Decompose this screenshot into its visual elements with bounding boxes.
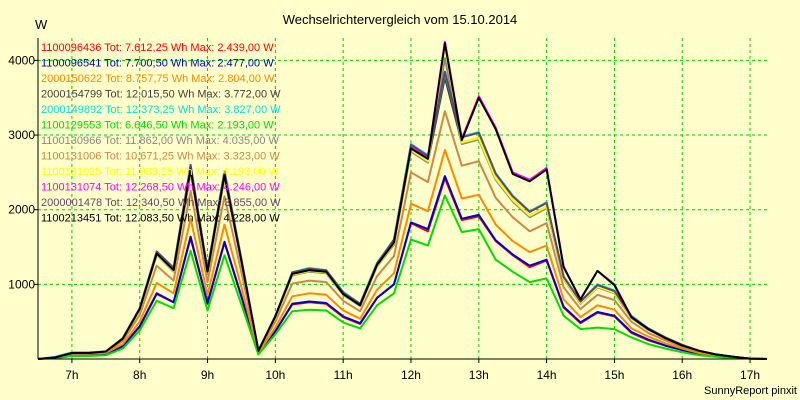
axes: [34, 38, 767, 363]
legend-entry-11: 1100213451 Tot: 12.083,50 Wh Max: 4.228,…: [41, 213, 280, 225]
x-tick-label: 8h: [133, 368, 146, 382]
legend-entry-5: 1100129553 Tot: 6.646,50 Wh Max: 2.193,0…: [41, 120, 274, 132]
credit-label: SunnyReport pinxit: [704, 385, 797, 397]
series-line-11: [37, 42, 768, 360]
x-tick-label: 15h: [604, 368, 624, 382]
x-tick-label: 11h: [334, 368, 353, 382]
series-line-2: [37, 149, 768, 360]
x-tick-label: 12h: [401, 368, 421, 382]
series-line-5: [37, 194, 768, 360]
x-tick-label: 10h: [265, 368, 285, 382]
legend-entry-0: 1100096436 Tot: 7.612,25 Wh Max: 2.439,0…: [41, 42, 274, 54]
legend-entry-7: 1100131006 Tot: 10.671,25 Wh Max: 3.323,…: [41, 151, 280, 163]
legend-entry-4: 2000149892 Tot: 12.373,25 Wh Max: 3.827,…: [41, 104, 281, 116]
y-tick-label: 4000: [8, 53, 35, 67]
y-tick-label: 1000: [8, 277, 35, 291]
legend-entry-6: 1100130966 Tot: 11.862,00 Wh Max: 4.035,…: [41, 135, 280, 147]
chart-title: Wechselrichtervergleich vom 15.10.2014: [283, 12, 518, 27]
series-line-1: [37, 175, 768, 360]
legend-entry-8: 1100131025 Tot: 11.983,25 Wh Max: 4.193,…: [41, 166, 280, 178]
legend-entry-2: 2000150622 Tot: 8.757,75 Wh Max: 2.804,0…: [41, 73, 275, 85]
y-tick-label: 3000: [8, 128, 35, 142]
x-tick-label: 17h: [740, 368, 760, 382]
x-tick-label: 13h: [469, 368, 489, 382]
series-lines: [37, 40, 768, 360]
legend-entry-10: 2000001478 Tot: 12.340,50 Wh Max: 3.855,…: [41, 197, 281, 209]
y-tick-label: 2000: [8, 203, 35, 217]
y-axis-unit-label: W: [35, 17, 48, 32]
legend-entry-3: 2000154799 Tot: 12.015,50 Wh Max: 3.772,…: [41, 89, 281, 101]
legend-entry-1: 1100096541 Tot: 7.700,50 Wh Max: 2.477,0…: [41, 58, 274, 70]
x-tick-label: 9h: [201, 368, 214, 382]
x-tick-label: 7h: [65, 368, 78, 382]
x-tick-label: 14h: [537, 368, 557, 382]
tick-labels: 7h 8h 9h 10h 11h 12h 13h 14h 15h 16h 17h 1000 2000 30…: [8, 53, 760, 382]
series-line-7: [37, 110, 768, 360]
legend: 1100096436 Tot: 7.612,25 Wh Max: 2.439,0…: [41, 42, 281, 225]
legend-entry-9: 1100131074 Tot: 12.268,50 Wh Max: 4.246,…: [41, 182, 280, 194]
x-tick-label: 16h: [672, 368, 692, 382]
